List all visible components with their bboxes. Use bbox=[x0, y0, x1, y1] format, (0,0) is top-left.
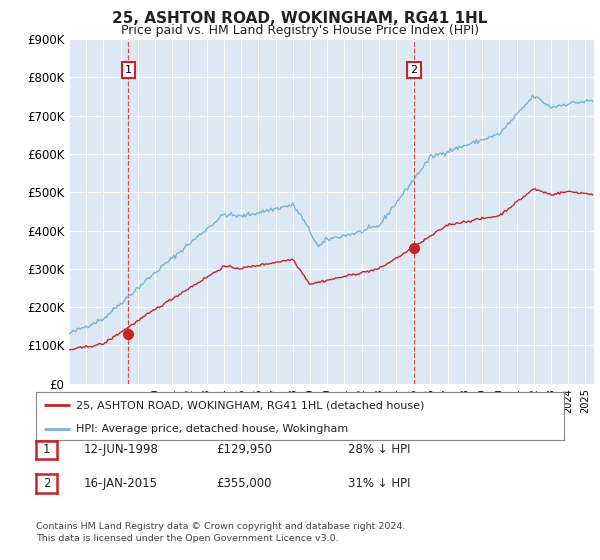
Text: £129,950: £129,950 bbox=[216, 443, 272, 456]
Text: 25, ASHTON ROAD, WOKINGHAM, RG41 1HL: 25, ASHTON ROAD, WOKINGHAM, RG41 1HL bbox=[112, 11, 488, 26]
Text: 12-JUN-1998: 12-JUN-1998 bbox=[84, 443, 159, 456]
Text: 28% ↓ HPI: 28% ↓ HPI bbox=[348, 443, 410, 456]
Text: 31% ↓ HPI: 31% ↓ HPI bbox=[348, 477, 410, 490]
Text: Price paid vs. HM Land Registry's House Price Index (HPI): Price paid vs. HM Land Registry's House … bbox=[121, 24, 479, 36]
Text: 2: 2 bbox=[43, 477, 50, 490]
Text: 25, ASHTON ROAD, WOKINGHAM, RG41 1HL (detached house): 25, ASHTON ROAD, WOKINGHAM, RG41 1HL (de… bbox=[76, 400, 424, 410]
Text: £355,000: £355,000 bbox=[216, 477, 271, 490]
Text: 1: 1 bbox=[43, 444, 50, 456]
Text: 2: 2 bbox=[410, 65, 418, 75]
Text: 16-JAN-2015: 16-JAN-2015 bbox=[84, 477, 158, 490]
Text: Contains HM Land Registry data © Crown copyright and database right 2024.
This d: Contains HM Land Registry data © Crown c… bbox=[36, 522, 406, 543]
Text: 1: 1 bbox=[125, 65, 132, 75]
Text: HPI: Average price, detached house, Wokingham: HPI: Average price, detached house, Woki… bbox=[76, 424, 348, 434]
